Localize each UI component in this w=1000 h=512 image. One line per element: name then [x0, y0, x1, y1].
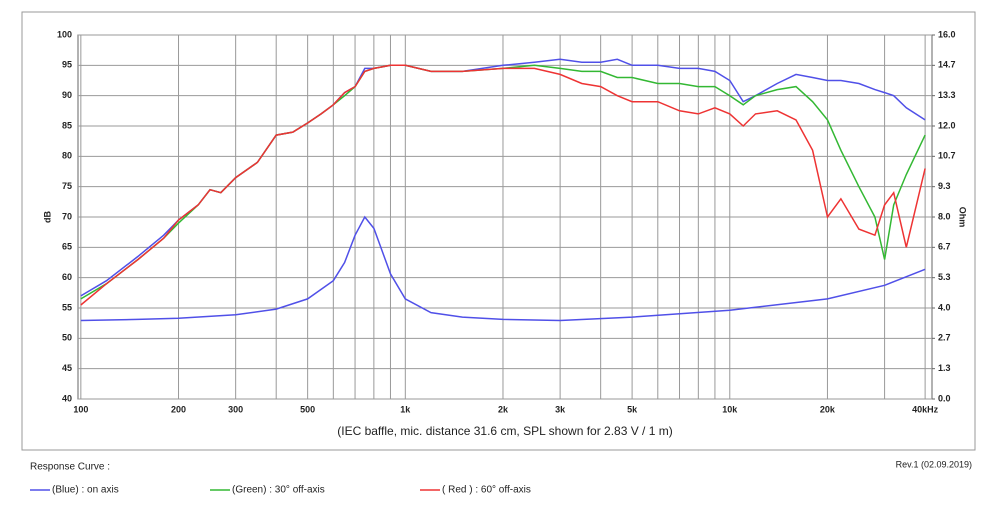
y-tick-label: 65 [62, 242, 72, 252]
x-tick-label: 3k [555, 404, 566, 414]
y2-tick-label: 9.3 [938, 181, 951, 191]
x-tick-label: 200 [171, 404, 186, 414]
y2-tick-label: 1.3 [938, 363, 951, 373]
y2-tick-label: 8.0 [938, 211, 951, 221]
legend-label: (Green) : 30° off-axis [232, 485, 325, 496]
y-tick-label: 80 [62, 151, 72, 161]
y-tick-label: 40 [62, 393, 72, 403]
y-tick-label: 75 [62, 181, 72, 191]
y-tick-label: 85 [62, 120, 72, 130]
y2-tick-label: 16.0 [938, 29, 956, 39]
y-tick-label: 50 [62, 333, 72, 343]
x-tick-label: 1k [400, 404, 411, 414]
series-line [80, 64, 926, 306]
y2-tick-label: 10.7 [938, 151, 956, 161]
x-tick-label: 500 [300, 404, 315, 414]
revision: Rev.1 (02.09.2019) [896, 459, 972, 469]
x-tick-label: 300 [228, 404, 243, 414]
y2-tick-label: 0.0 [938, 393, 951, 403]
y-axis-label: dB [42, 211, 52, 223]
x-tick-label: 2k [498, 404, 509, 414]
legend-label: ( Red ) : 60° off-axis [442, 485, 531, 496]
y2-tick-label: 12.0 [938, 120, 956, 130]
y2-tick-label: 13.3 [938, 90, 956, 100]
y-tick-label: 95 [62, 60, 72, 70]
y2-tick-label: 5.3 [938, 272, 951, 282]
x-tick-label: 10k [722, 404, 738, 414]
y2-tick-label: 4.0 [938, 302, 951, 312]
y-tick-label: 90 [62, 90, 72, 100]
x-tick-label: 40kHz [912, 404, 939, 414]
y-tick-label: 70 [62, 211, 72, 221]
y2-tick-label: 2.7 [938, 333, 951, 343]
legend-label: (Blue) : on axis [52, 485, 119, 496]
y-tick-label: 55 [62, 302, 72, 312]
y2-tick-label: 6.7 [938, 242, 951, 252]
y-tick-label: 60 [62, 272, 72, 282]
y-tick-label: 45 [62, 363, 72, 373]
y2-tick-label: 14.7 [938, 60, 956, 70]
x-tick-label: 100 [73, 404, 88, 414]
x-tick-label: 20k [820, 404, 836, 414]
x-axis-label: (IEC baffle, mic. distance 31.6 cm, SPL … [337, 424, 672, 438]
legend-title: Response Curve : [30, 462, 110, 473]
series-line [80, 215, 926, 322]
y-tick-label: 100 [57, 29, 72, 39]
y2-axis-label: Ohm [958, 207, 968, 228]
x-tick-label: 5k [627, 404, 638, 414]
